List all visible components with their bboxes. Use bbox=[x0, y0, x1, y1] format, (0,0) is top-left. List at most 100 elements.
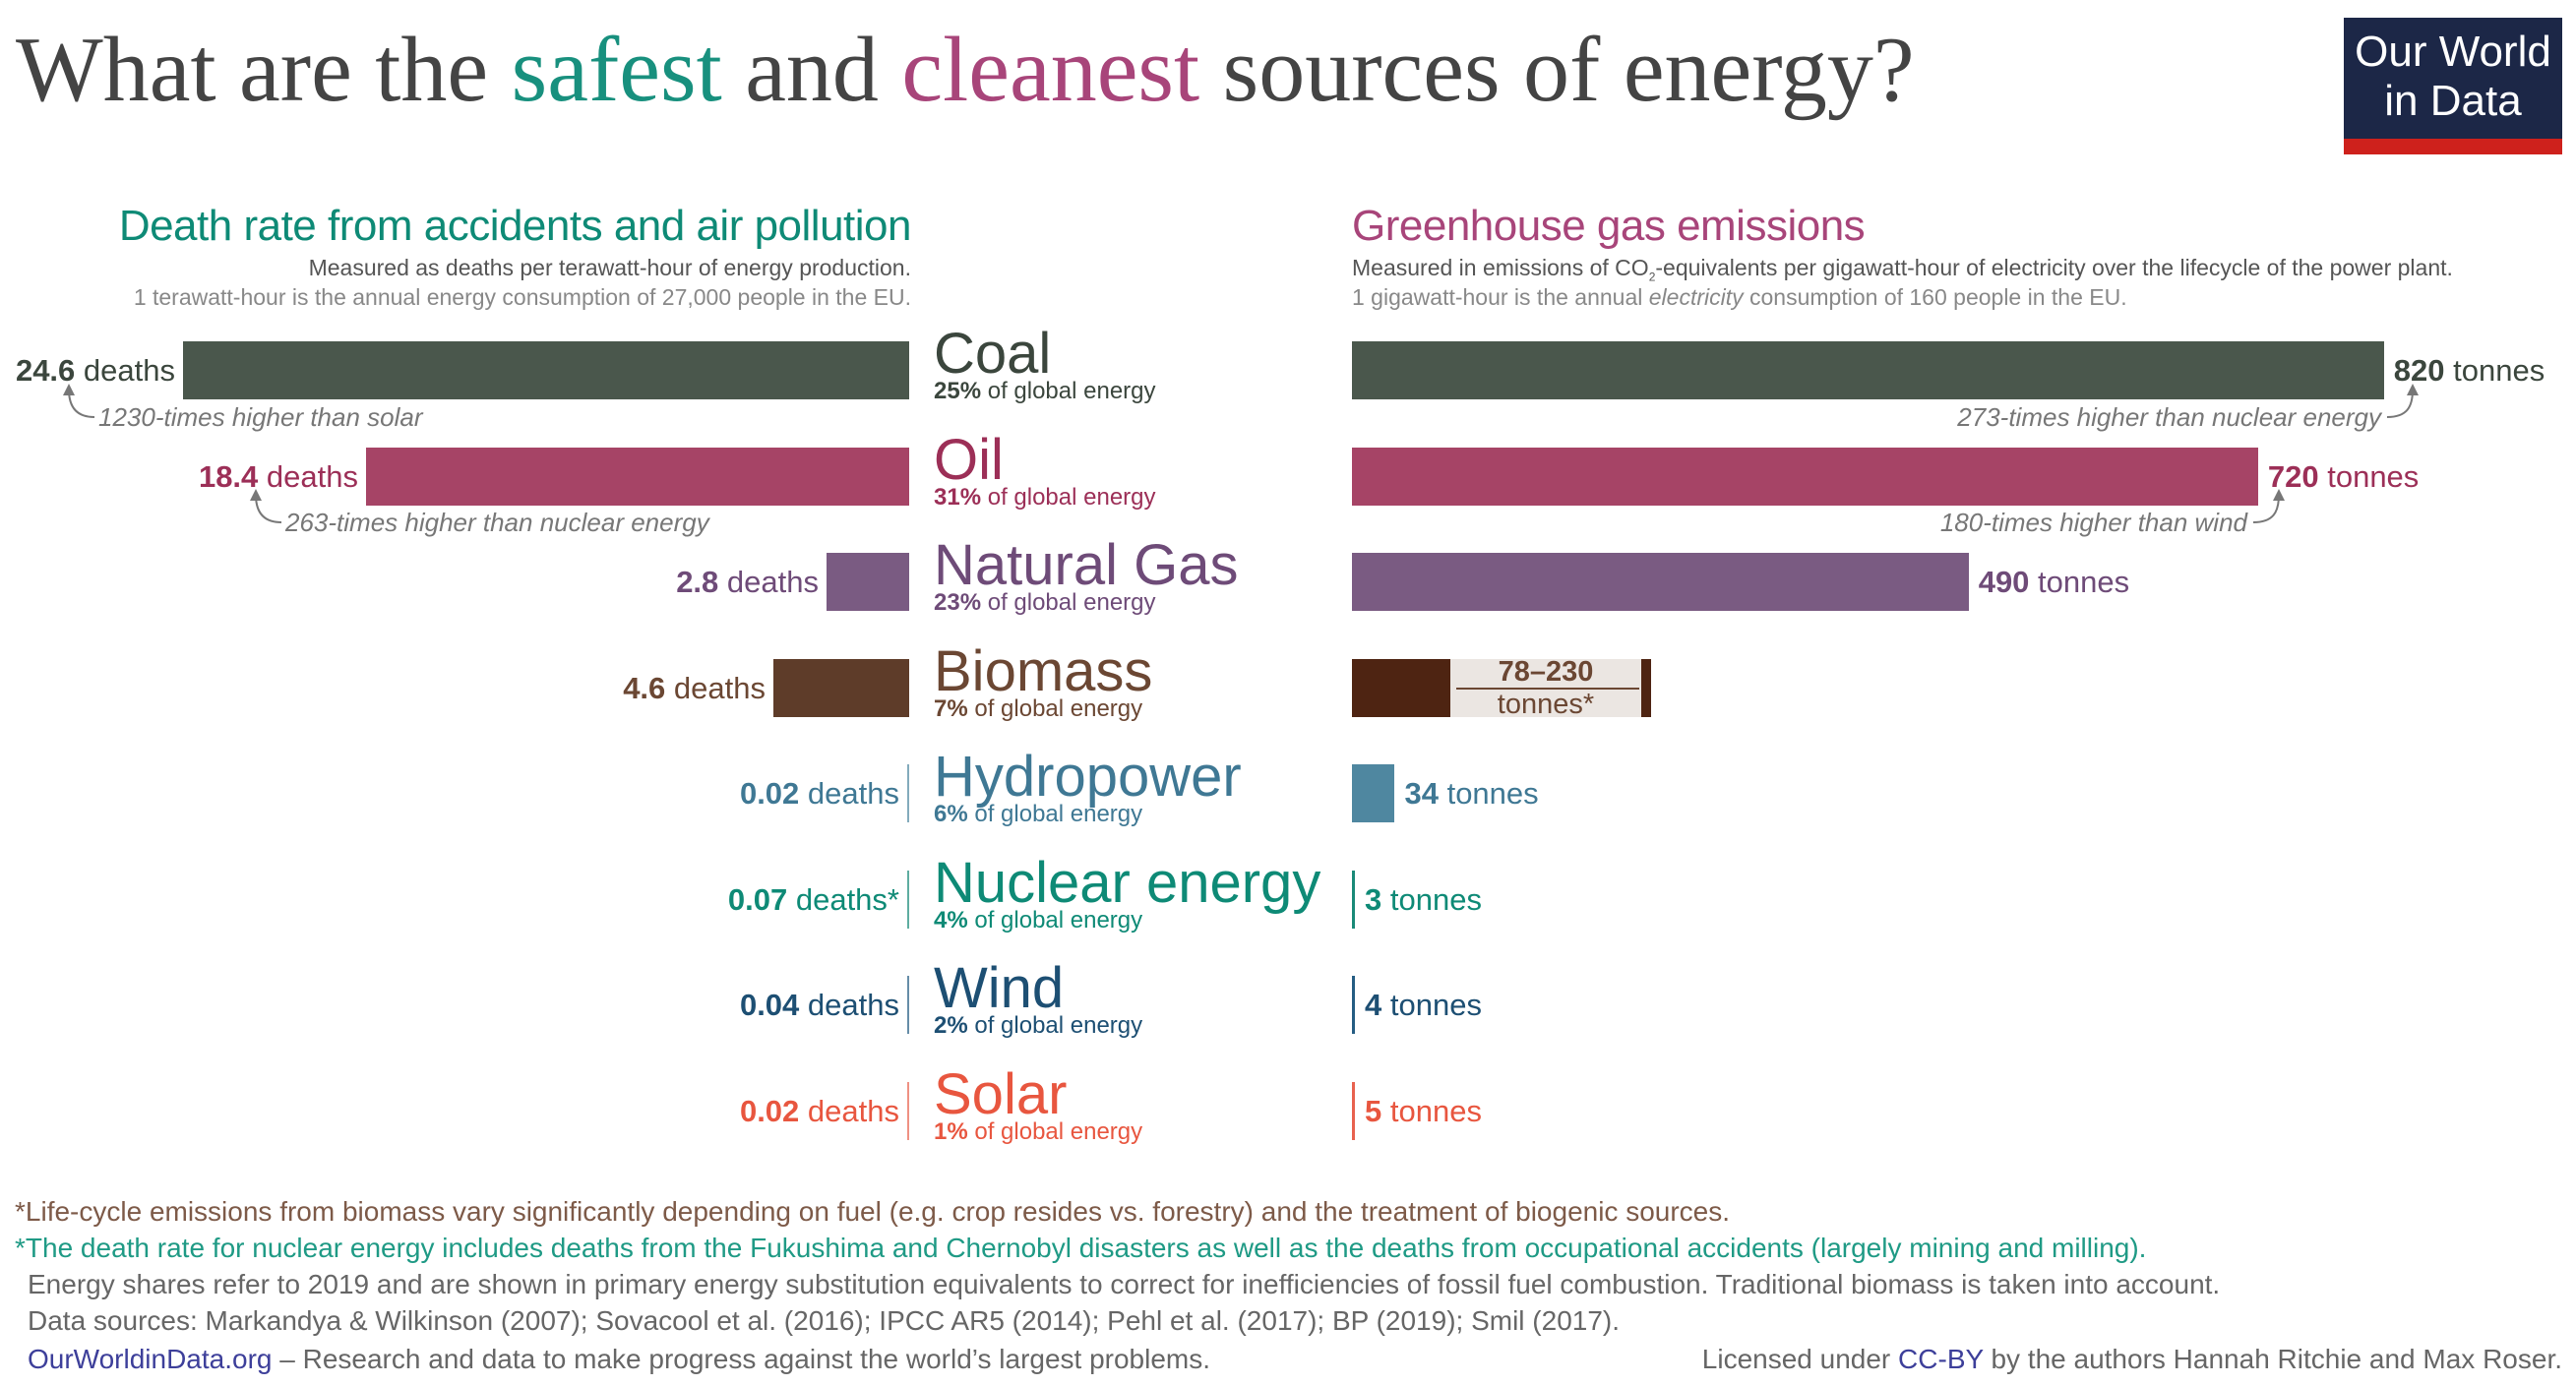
death-value: 4.6 deaths bbox=[623, 659, 766, 717]
share-suffix: of global energy bbox=[967, 694, 1143, 722]
share-suffix: of global energy bbox=[967, 801, 1143, 827]
death-unit: deaths* bbox=[787, 881, 899, 917]
note-emphasis: electricity bbox=[1648, 284, 1744, 310]
share-value: 25% bbox=[934, 378, 982, 404]
death-value: 0.02 deaths bbox=[740, 1082, 899, 1140]
subtitle-text: Measured in emissions of CO bbox=[1352, 255, 1649, 280]
share-value: 6% bbox=[934, 801, 968, 827]
footnote-nuclear: *The death rate for nuclear energy inclu… bbox=[15, 1233, 2147, 1263]
share-suffix: of global energy bbox=[967, 1117, 1143, 1145]
death-value: 0.02 deaths bbox=[740, 764, 899, 822]
right-chart-note: 1 gigawatt-hour is the annual electricit… bbox=[1352, 284, 2127, 310]
source-share: 4% of global energy bbox=[934, 907, 1142, 934]
death-number: 0.02 bbox=[739, 1093, 800, 1128]
emissions-number: 5 bbox=[1365, 1093, 1382, 1128]
source-name: Biomass bbox=[934, 638, 1153, 703]
emissions-unit: tonnes bbox=[1438, 776, 1539, 811]
source-name: Wind bbox=[934, 956, 1065, 1020]
title-safest: safest bbox=[511, 19, 722, 121]
license-text: by the authors Hannah Ritchie and Max Ro… bbox=[1983, 1344, 2562, 1374]
footnote-shares: Energy shares refer to 2019 and are show… bbox=[28, 1269, 2221, 1299]
emissions-bar-min bbox=[1352, 658, 1450, 717]
death-unit: deaths bbox=[799, 988, 899, 1022]
emissions-range-cap bbox=[1641, 658, 1652, 717]
subtitle-text: -equivalents per gigawatt-hour of electr… bbox=[1655, 255, 2453, 280]
title-cleanest: cleanest bbox=[901, 19, 1200, 121]
death-unit: deaths bbox=[75, 353, 175, 388]
note-text: consumption of 160 people in the EU. bbox=[1743, 284, 2127, 310]
logo-line1: Our World bbox=[2355, 28, 2551, 76]
death-number: 18.4 bbox=[198, 458, 259, 494]
death-unit: deaths bbox=[799, 776, 899, 811]
share-suffix: of global energy bbox=[981, 483, 1156, 511]
death-number: 0.07 bbox=[727, 881, 788, 917]
left-chart-title: Death rate from accidents and air pollut… bbox=[118, 202, 912, 250]
tagline-text: – Research and data to make progress aga… bbox=[272, 1344, 1211, 1374]
emissions-bar bbox=[1352, 976, 1355, 1034]
source-name: Nuclear energy bbox=[934, 850, 1321, 915]
emissions-range-label: 78–230 bbox=[1498, 655, 1594, 688]
arrowhead bbox=[250, 489, 262, 501]
site-link[interactable]: OurWorldinData.org bbox=[28, 1344, 273, 1374]
title-text: sources of energy? bbox=[1199, 19, 1915, 121]
emissions-unit: tonnes bbox=[2318, 458, 2420, 494]
arrowhead bbox=[63, 384, 75, 395]
subscript: 2 bbox=[1648, 270, 1656, 284]
source-share: 25% of global energy bbox=[934, 379, 1156, 404]
emissions-bar bbox=[1352, 870, 1355, 929]
emissions-number: 720 bbox=[2267, 458, 2319, 494]
death-bar bbox=[907, 976, 909, 1034]
source-share: 31% of global energy bbox=[934, 483, 1156, 511]
emissions-value: 5 tonnes bbox=[1365, 1082, 1482, 1140]
title-text: and bbox=[721, 19, 902, 121]
death-bar bbox=[366, 447, 909, 506]
footer-tagline: OurWorldinData.org – Research and data t… bbox=[28, 1344, 1210, 1375]
death-value: 24.6 deaths bbox=[16, 341, 175, 399]
emissions-value: 4 tonnes bbox=[1365, 976, 1482, 1034]
emissions-number: 820 bbox=[2393, 353, 2445, 388]
range-whisker bbox=[1455, 687, 1640, 690]
death-unit: deaths bbox=[258, 458, 358, 494]
emissions-bar bbox=[1352, 553, 1969, 611]
emissions-range-unit: tonnes* bbox=[1497, 688, 1595, 720]
left-chart-subtitle: Measured as deaths per terawatt-hour of … bbox=[308, 255, 911, 280]
owid-logo[interactable]: Our World in Data bbox=[2344, 18, 2562, 154]
emissions-number: 34 bbox=[1404, 776, 1439, 811]
footer-license: Licensed under CC-BY by the authors Hann… bbox=[1702, 1344, 2562, 1375]
share-value: 23% bbox=[934, 589, 982, 616]
page-title: What are the safest and cleanest sources… bbox=[16, 18, 1915, 122]
source-name: Solar bbox=[934, 1061, 1068, 1126]
share-suffix: of global energy bbox=[981, 589, 1156, 616]
share-suffix: of global energy bbox=[981, 378, 1156, 404]
death-bar bbox=[907, 1081, 909, 1140]
footnote-biomass: *Life-cycle emissions from biomass vary … bbox=[15, 1196, 1731, 1227]
emissions-unit: tonnes bbox=[1381, 881, 1482, 917]
license-text: Licensed under bbox=[1701, 1344, 1899, 1374]
death-bar bbox=[907, 870, 909, 929]
share-suffix: of global energy bbox=[967, 1012, 1143, 1039]
death-number: 0.04 bbox=[739, 988, 800, 1022]
arrowhead bbox=[2407, 384, 2419, 395]
death-bar bbox=[183, 341, 909, 399]
source-share: 7% of global energy bbox=[934, 694, 1143, 722]
right-chart-subtitle: Measured in emissions of CO2-equivalents… bbox=[1352, 255, 2453, 283]
source-share: 2% of global energy bbox=[934, 1013, 1142, 1039]
annotation-coal-left: 1230-times higher than solar bbox=[98, 402, 423, 432]
emissions-number: 3 bbox=[1365, 881, 1382, 917]
annotation-oil-right: 180-times higher than wind bbox=[1939, 508, 2247, 537]
emissions-number: 490 bbox=[1978, 565, 2030, 599]
source-name: Hydropower bbox=[934, 745, 1242, 809]
death-unit: deaths bbox=[665, 670, 766, 705]
death-bar bbox=[827, 553, 909, 611]
source-name: Oil bbox=[934, 427, 1004, 492]
emissions-value: 3 tonnes bbox=[1365, 871, 1482, 929]
death-number: 4.6 bbox=[623, 670, 666, 705]
license-link[interactable]: CC-BY bbox=[1898, 1344, 1984, 1374]
emissions-unit: tonnes bbox=[1381, 988, 1482, 1022]
emissions-bar bbox=[1352, 341, 2384, 399]
source-share: 23% of global energy bbox=[934, 590, 1156, 616]
death-unit: deaths bbox=[718, 565, 819, 599]
source-name: Natural Gas bbox=[934, 533, 1239, 597]
emissions-value: 820 tonnes bbox=[2394, 341, 2545, 399]
death-value: 0.07 deaths* bbox=[728, 871, 899, 929]
